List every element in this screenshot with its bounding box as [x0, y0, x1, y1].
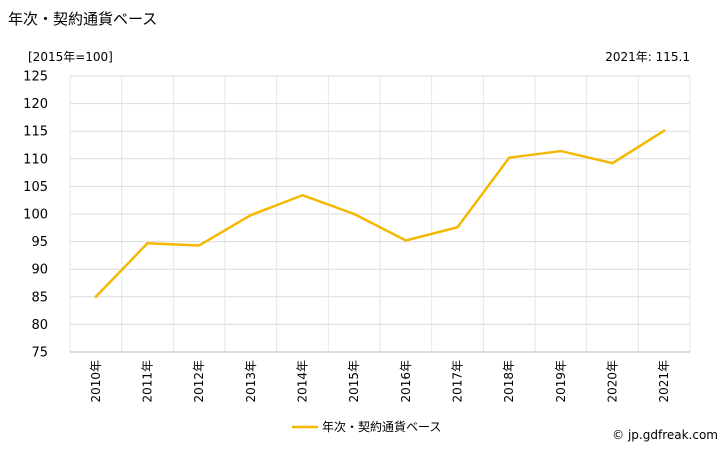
x-tick-label: 2011年: [141, 360, 155, 403]
data-point: [456, 226, 459, 229]
data-point: [559, 149, 563, 153]
y-tick-label: 90: [31, 263, 48, 278]
data-point: [301, 194, 304, 197]
data-point: [404, 239, 408, 242]
x-tick-label: 2010年: [89, 360, 103, 403]
x-tick-label: 2013年: [244, 360, 258, 403]
x-tick-label: 2020年: [606, 360, 620, 403]
y-tick-label: 75: [31, 346, 48, 361]
chart-title: 年次・契約通貨ベース: [8, 10, 158, 28]
y-tick-label: 95: [31, 235, 48, 250]
latest-value-label: 2021年: 115.1: [605, 50, 690, 64]
y-tick-label: 105: [23, 180, 48, 195]
legend-label: 年次・契約通貨ベース: [322, 419, 441, 434]
data-point: [662, 129, 666, 132]
y-tick-label: 120: [23, 97, 48, 112]
x-tick-label: 2018年: [502, 360, 516, 403]
data-point: [94, 295, 98, 298]
y-tick-label: 100: [23, 208, 48, 223]
x-tick-label: 2019年: [554, 360, 568, 403]
x-tick-label: 2017年: [451, 360, 465, 403]
x-tick-label: 2016年: [399, 360, 413, 403]
x-tick-label: 2014年: [296, 360, 310, 403]
y-tick-label: 110: [23, 152, 48, 167]
series-line: [94, 129, 666, 299]
y-tick-label: 85: [31, 290, 48, 305]
data-point: [146, 242, 149, 245]
source-credit: © jp.gdfreak.com: [612, 428, 718, 442]
x-tick-label: 2021年: [657, 360, 671, 403]
data-point: [249, 213, 253, 217]
data-point: [197, 244, 201, 247]
x-tick-label: 2015年: [347, 360, 361, 403]
data-point: [507, 156, 511, 159]
data-point: [352, 212, 356, 216]
x-tick-label: 2012年: [192, 360, 206, 403]
unit-label: [2015年=100]: [28, 50, 113, 64]
y-tick-label: 80: [31, 318, 48, 333]
y-tick-label: 115: [23, 125, 48, 140]
data-point: [611, 162, 614, 165]
y-tick-label: 125: [23, 70, 48, 85]
